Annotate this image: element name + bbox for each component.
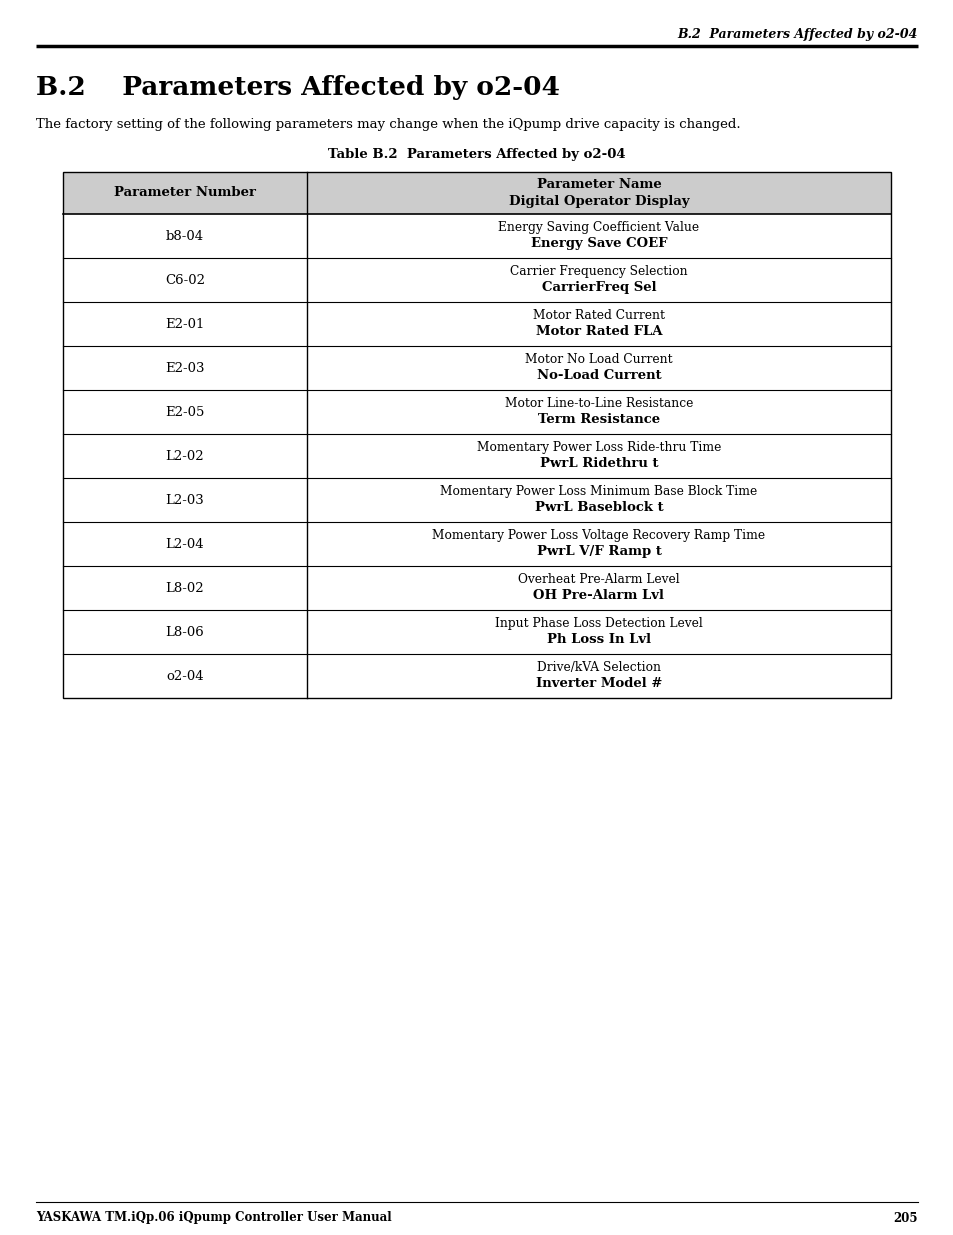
Text: The factory setting of the following parameters may change when the iQpump drive: The factory setting of the following par… — [36, 119, 740, 131]
Text: L2-03: L2-03 — [166, 494, 204, 506]
Text: E2-01: E2-01 — [165, 317, 205, 331]
Text: E2-03: E2-03 — [165, 362, 205, 374]
Text: L8-06: L8-06 — [166, 625, 204, 638]
Text: L8-02: L8-02 — [166, 582, 204, 594]
Text: Motor No Load Current: Motor No Load Current — [525, 353, 672, 366]
Text: Carrier Frequency Selection: Carrier Frequency Selection — [510, 264, 687, 278]
Text: Momentary Power Loss Ride-thru Time: Momentary Power Loss Ride-thru Time — [476, 441, 720, 453]
Text: Motor Rated Current: Motor Rated Current — [533, 309, 664, 321]
Text: Energy Saving Coefficient Value: Energy Saving Coefficient Value — [497, 221, 699, 233]
Text: Overheat Pre-Alarm Level: Overheat Pre-Alarm Level — [517, 573, 679, 585]
Text: Digital Operator Display: Digital Operator Display — [508, 194, 689, 207]
Text: Parameter Number: Parameter Number — [113, 185, 255, 199]
Text: Momentary Power Loss Minimum Base Block Time: Momentary Power Loss Minimum Base Block … — [440, 484, 757, 498]
Text: Motor Line-to-Line Resistance: Motor Line-to-Line Resistance — [504, 396, 693, 410]
Text: L2-04: L2-04 — [166, 537, 204, 551]
Text: L2-02: L2-02 — [166, 450, 204, 462]
Text: E2-05: E2-05 — [165, 405, 205, 419]
Text: PwrL V/F Ramp t: PwrL V/F Ramp t — [536, 546, 660, 558]
Text: Term Resistance: Term Resistance — [537, 414, 659, 426]
Text: b8-04: b8-04 — [166, 230, 204, 242]
Text: PwrL Ridethru t: PwrL Ridethru t — [539, 457, 658, 471]
Bar — [63, 172, 890, 214]
Text: Drive/kVA Selection: Drive/kVA Selection — [537, 661, 660, 674]
Text: No-Load Current: No-Load Current — [537, 369, 660, 383]
Text: Ph Loss In Lvl: Ph Loss In Lvl — [546, 634, 650, 646]
Bar — [63, 172, 890, 698]
Text: Table B.2  Parameters Affected by o2-04: Table B.2 Parameters Affected by o2-04 — [328, 148, 625, 161]
Text: Motor Rated FLA: Motor Rated FLA — [536, 325, 661, 338]
Text: OH Pre-Alarm Lvl: OH Pre-Alarm Lvl — [533, 589, 664, 603]
Text: PwrL Baseblock t: PwrL Baseblock t — [534, 501, 662, 515]
Text: B.2  Parameters Affected by o2-04: B.2 Parameters Affected by o2-04 — [677, 28, 917, 41]
Text: o2-04: o2-04 — [166, 669, 204, 683]
Text: Momentary Power Loss Voltage Recovery Ramp Time: Momentary Power Loss Voltage Recovery Ra… — [432, 529, 764, 542]
Text: CarrierFreq Sel: CarrierFreq Sel — [541, 282, 656, 294]
Text: YASKAWA TM.iQp.06 iQpump Controller User Manual: YASKAWA TM.iQp.06 iQpump Controller User… — [36, 1212, 392, 1224]
Text: C6-02: C6-02 — [165, 273, 205, 287]
Text: 205: 205 — [893, 1212, 917, 1224]
Text: Inverter Model #: Inverter Model # — [536, 678, 661, 690]
Text: Input Phase Loss Detection Level: Input Phase Loss Detection Level — [495, 616, 702, 630]
Text: B.2    Parameters Affected by o2-04: B.2 Parameters Affected by o2-04 — [36, 75, 559, 100]
Text: Energy Save COEF: Energy Save COEF — [530, 237, 666, 251]
Text: Parameter Name: Parameter Name — [536, 179, 660, 191]
